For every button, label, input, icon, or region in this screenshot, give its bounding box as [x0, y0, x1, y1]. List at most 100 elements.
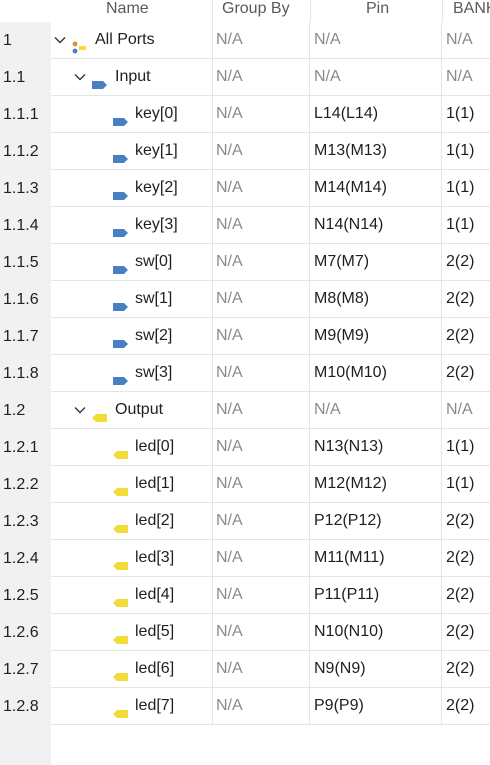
pin-cell[interactable]: P9(P9)	[311, 688, 442, 724]
pin-cell[interactable]: N/A	[311, 22, 442, 58]
bank-cell[interactable]: N/A	[446, 68, 473, 85]
table-row[interactable]: 1.2.6 led[5] N/A N10(N10) 2(2)	[0, 614, 490, 651]
bank-cell[interactable]: 2(2)	[446, 697, 475, 714]
column-divider[interactable]	[442, 0, 443, 22]
group-by-cell[interactable]: N/A	[213, 503, 310, 539]
name-cell[interactable]: All Ports	[51, 22, 213, 58]
group-by-cell[interactable]: N/A	[213, 96, 310, 132]
pin-cell[interactable]: M7(M7)	[311, 244, 442, 280]
pin-cell[interactable]: M10(M10)	[311, 355, 442, 391]
name-cell[interactable]: sw[2]	[51, 318, 213, 354]
pin-cell[interactable]: L14(L14)	[311, 96, 442, 132]
table-row[interactable]: 1.1.1 key[0] N/A L14(L14) 1(1)	[0, 96, 490, 133]
group-by-cell[interactable]: N/A	[213, 688, 310, 724]
bank-cell[interactable]: 2(2)	[446, 327, 475, 344]
table-row[interactable]: 1.1.7 sw[2] N/A M9(M9) 2(2)	[0, 318, 490, 355]
name-cell[interactable]: Input	[51, 59, 213, 95]
group-by-cell[interactable]: N/A	[213, 170, 310, 206]
table-row[interactable]: 1.2.4 led[3] N/A M11(M11) 2(2)	[0, 540, 490, 577]
table-row[interactable]: 1.2.3 led[2] N/A P12(P12) 2(2)	[0, 503, 490, 540]
bank-cell[interactable]: 1(1)	[446, 475, 475, 492]
name-cell[interactable]: key[3]	[51, 207, 213, 243]
column-header-pin[interactable]: Pin	[366, 0, 390, 17]
pin-cell[interactable]: P11(P11)	[311, 577, 442, 613]
bank-cell[interactable]: N/A	[446, 401, 473, 418]
name-cell[interactable]: Output	[51, 392, 213, 428]
name-cell[interactable]: key[1]	[51, 133, 213, 169]
bank-cell[interactable]: 2(2)	[446, 586, 475, 603]
name-cell[interactable]: led[5]	[51, 614, 213, 650]
name-cell[interactable]: led[7]	[51, 688, 213, 724]
table-row[interactable]: 1 All Ports N/A N/A N/A	[0, 22, 490, 59]
name-cell[interactable]: sw[0]	[51, 244, 213, 280]
bank-cell[interactable]: 2(2)	[446, 623, 475, 640]
group-by-cell[interactable]: N/A	[213, 429, 310, 465]
group-by-cell[interactable]: N/A	[213, 22, 310, 58]
table-row[interactable]: 1.1.4 key[3] N/A N14(N14) 1(1)	[0, 207, 490, 244]
chevron-down-icon[interactable]	[73, 392, 87, 428]
pin-cell[interactable]: N13(N13)	[311, 429, 442, 465]
bank-cell[interactable]: 1(1)	[446, 179, 475, 196]
bank-cell[interactable]: 1(1)	[446, 438, 475, 455]
bank-cell[interactable]: 2(2)	[446, 253, 475, 270]
name-cell[interactable]: led[2]	[51, 503, 213, 539]
name-cell[interactable]: led[1]	[51, 466, 213, 502]
group-by-cell[interactable]: N/A	[213, 651, 310, 687]
group-by-cell[interactable]: N/A	[213, 133, 310, 169]
table-row[interactable]: 1.2.7 led[6] N/A N9(N9) 2(2)	[0, 651, 490, 688]
pin-cell[interactable]: M8(M8)	[311, 281, 442, 317]
name-cell[interactable]: led[0]	[51, 429, 213, 465]
table-row[interactable]: 1.1.2 key[1] N/A M13(M13) 1(1)	[0, 133, 490, 170]
name-cell[interactable]: sw[3]	[51, 355, 213, 391]
chevron-down-icon[interactable]	[73, 59, 87, 95]
table-row[interactable]: 1.2.1 led[0] N/A N13(N13) 1(1)	[0, 429, 490, 466]
group-by-cell[interactable]: N/A	[213, 466, 310, 502]
group-by-cell[interactable]: N/A	[213, 540, 310, 576]
column-header-bank[interactable]: BANK	[453, 0, 490, 17]
name-cell[interactable]: led[4]	[51, 577, 213, 613]
bank-cell[interactable]: 1(1)	[446, 142, 475, 159]
name-cell[interactable]: sw[1]	[51, 281, 213, 317]
name-cell[interactable]: key[2]	[51, 170, 213, 206]
pin-cell[interactable]: M14(M14)	[311, 170, 442, 206]
bank-cell[interactable]: 2(2)	[446, 512, 475, 529]
bank-cell[interactable]: 2(2)	[446, 660, 475, 677]
group-by-cell[interactable]: N/A	[213, 355, 310, 391]
pin-cell[interactable]: M9(M9)	[311, 318, 442, 354]
chevron-down-icon[interactable]	[53, 22, 67, 58]
table-row[interactable]: 1.1.8 sw[3] N/A M10(M10) 2(2)	[0, 355, 490, 392]
column-header-group-by[interactable]: Group By	[222, 0, 290, 17]
bank-cell[interactable]: 2(2)	[446, 549, 475, 566]
table-row[interactable]: 1.2.2 led[1] N/A M12(M12) 1(1)	[0, 466, 490, 503]
name-cell[interactable]: key[0]	[51, 96, 213, 132]
column-divider[interactable]	[310, 0, 311, 22]
pin-cell[interactable]: N9(N9)	[311, 651, 442, 687]
group-by-cell[interactable]: N/A	[213, 281, 310, 317]
table-row[interactable]: 1.2.8 led[7] N/A P9(P9) 2(2)	[0, 688, 490, 725]
group-by-cell[interactable]: N/A	[213, 318, 310, 354]
bank-cell[interactable]: 1(1)	[446, 216, 475, 233]
pin-cell[interactable]: M11(M11)	[311, 540, 442, 576]
table-row[interactable]: 1.2 Output N/A N/A N/A	[0, 392, 490, 429]
pin-cell[interactable]: N/A	[311, 59, 442, 95]
pin-cell[interactable]: M13(M13)	[311, 133, 442, 169]
pin-cell[interactable]: M12(M12)	[311, 466, 442, 502]
group-by-cell[interactable]: N/A	[213, 392, 310, 428]
group-by-cell[interactable]: N/A	[213, 577, 310, 613]
group-by-cell[interactable]: N/A	[213, 207, 310, 243]
column-divider[interactable]	[212, 0, 213, 22]
pin-cell[interactable]: N14(N14)	[311, 207, 442, 243]
group-by-cell[interactable]: N/A	[213, 614, 310, 650]
pin-cell[interactable]: N10(N10)	[311, 614, 442, 650]
name-cell[interactable]: led[3]	[51, 540, 213, 576]
table-row[interactable]: 1.1 Input N/A N/A N/A	[0, 59, 490, 96]
group-by-cell[interactable]: N/A	[213, 59, 310, 95]
table-row[interactable]: 1.1.3 key[2] N/A M14(M14) 1(1)	[0, 170, 490, 207]
table-row[interactable]: 1.1.5 sw[0] N/A M7(M7) 2(2)	[0, 244, 490, 281]
bank-cell[interactable]: 2(2)	[446, 290, 475, 307]
group-by-cell[interactable]: N/A	[213, 244, 310, 280]
table-row[interactable]: 1.1.6 sw[1] N/A M8(M8) 2(2)	[0, 281, 490, 318]
bank-cell[interactable]: 2(2)	[446, 364, 475, 381]
column-header-name[interactable]: Name	[106, 0, 149, 17]
bank-cell[interactable]: N/A	[446, 31, 473, 48]
